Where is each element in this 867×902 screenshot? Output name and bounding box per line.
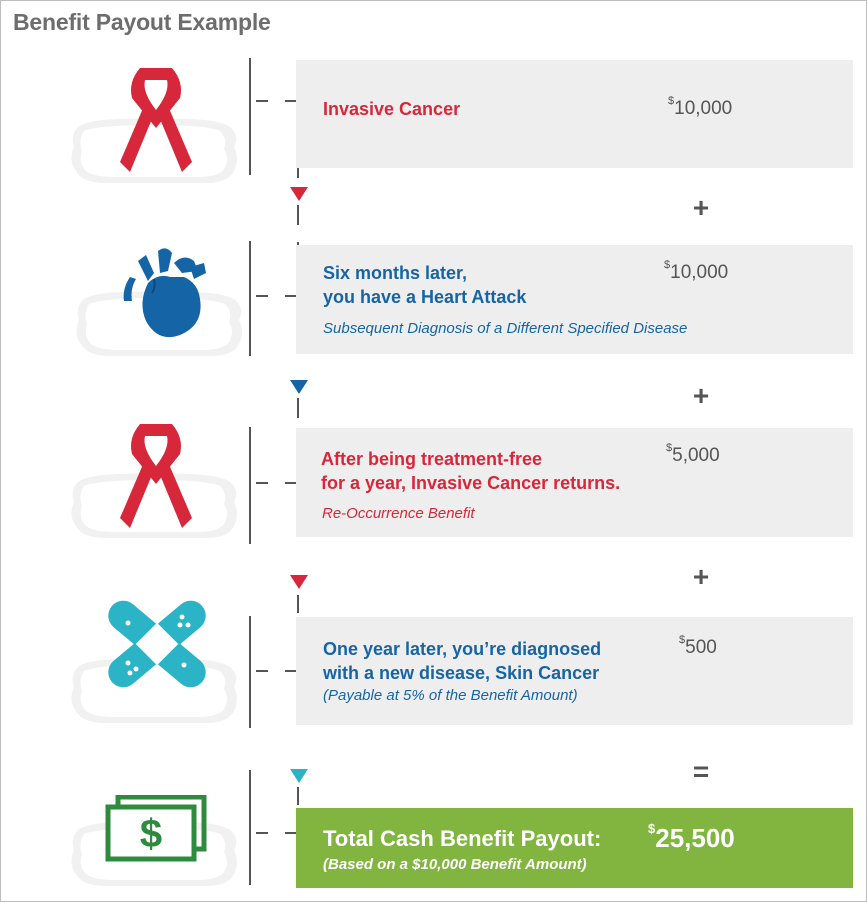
arrow-down-icon xyxy=(290,187,308,201)
equals-operator: = xyxy=(692,756,710,787)
connector-dash xyxy=(285,100,298,102)
page-title: Benefit Payout Example xyxy=(13,9,271,35)
step-label-line1: Six months later, xyxy=(323,263,468,283)
connector-line xyxy=(297,398,299,418)
plus-operator: + xyxy=(692,561,710,592)
total-label: Total Cash Benefit Payout: xyxy=(323,826,602,851)
connector-line xyxy=(297,205,299,225)
step-label-line2: with a new disease, Skin Cancer xyxy=(323,663,600,683)
connector-dash xyxy=(256,670,268,672)
step-amount: $5,000 xyxy=(666,442,720,466)
arrow-down-icon xyxy=(290,769,308,783)
connector-dash xyxy=(285,832,296,834)
step-subtitle: Subsequent Diagnosis of a Different Spec… xyxy=(323,320,688,337)
connector-dash xyxy=(285,670,298,672)
cancer-ribbon-icon xyxy=(120,68,192,172)
heart-icon xyxy=(123,248,206,338)
step-subtitle: Re-Occurrence Benefit xyxy=(322,505,475,522)
connector-dash xyxy=(256,100,268,102)
connector-dash xyxy=(256,295,268,297)
connector-line xyxy=(249,616,251,728)
step-subtitle: (Payable at 5% of the Benefit Amount) xyxy=(323,687,578,704)
step-label-line1: One year later, you’re diagnosed xyxy=(323,639,602,659)
connector-line xyxy=(249,427,251,544)
step-amount: $10,000 xyxy=(664,259,729,283)
step-label-line1: After being treatment-free xyxy=(321,449,543,469)
total-amount: $25,500 xyxy=(648,821,735,853)
connector-line xyxy=(249,58,251,175)
connector-line xyxy=(297,787,299,805)
connector-dash xyxy=(256,482,268,484)
step-label-line2: you have a Heart Attack xyxy=(323,287,527,307)
plus-operator: + xyxy=(692,192,710,223)
step-label-line2: for a year, Invasive Cancer returns. xyxy=(321,473,621,493)
connector-dash xyxy=(285,482,298,484)
bandage-icon xyxy=(108,600,206,688)
connector-dash xyxy=(285,295,298,297)
money-icon: $ xyxy=(105,795,207,862)
arrow-down-icon xyxy=(290,575,308,589)
step-label: Invasive Cancer xyxy=(323,99,461,119)
svg-text:$: $ xyxy=(140,812,162,856)
connector-line xyxy=(249,241,251,356)
step-card-1: Invasive Cancer $10,000 xyxy=(296,60,853,168)
total-card: Total Cash Benefit Payout: (Based on a $… xyxy=(296,808,853,888)
step-card-2: Six months later, you have a Heart Attac… xyxy=(296,245,853,354)
step-amount: $500 xyxy=(679,634,717,658)
plus-operator: + xyxy=(692,380,710,411)
step-amount: $10,000 xyxy=(668,95,733,119)
total-subtitle: (Based on a $10,000 Benefit Amount) xyxy=(323,856,587,873)
cancer-ribbon-icon xyxy=(120,424,192,528)
connector-line xyxy=(249,770,251,885)
step-card-4: One year later, you’re diagnosed with a … xyxy=(296,617,853,725)
connector-line xyxy=(297,595,299,613)
connector-dash xyxy=(256,832,268,834)
step-card-3: After being treatment-free for a year, I… xyxy=(296,428,853,537)
arrow-down-icon xyxy=(290,380,308,394)
